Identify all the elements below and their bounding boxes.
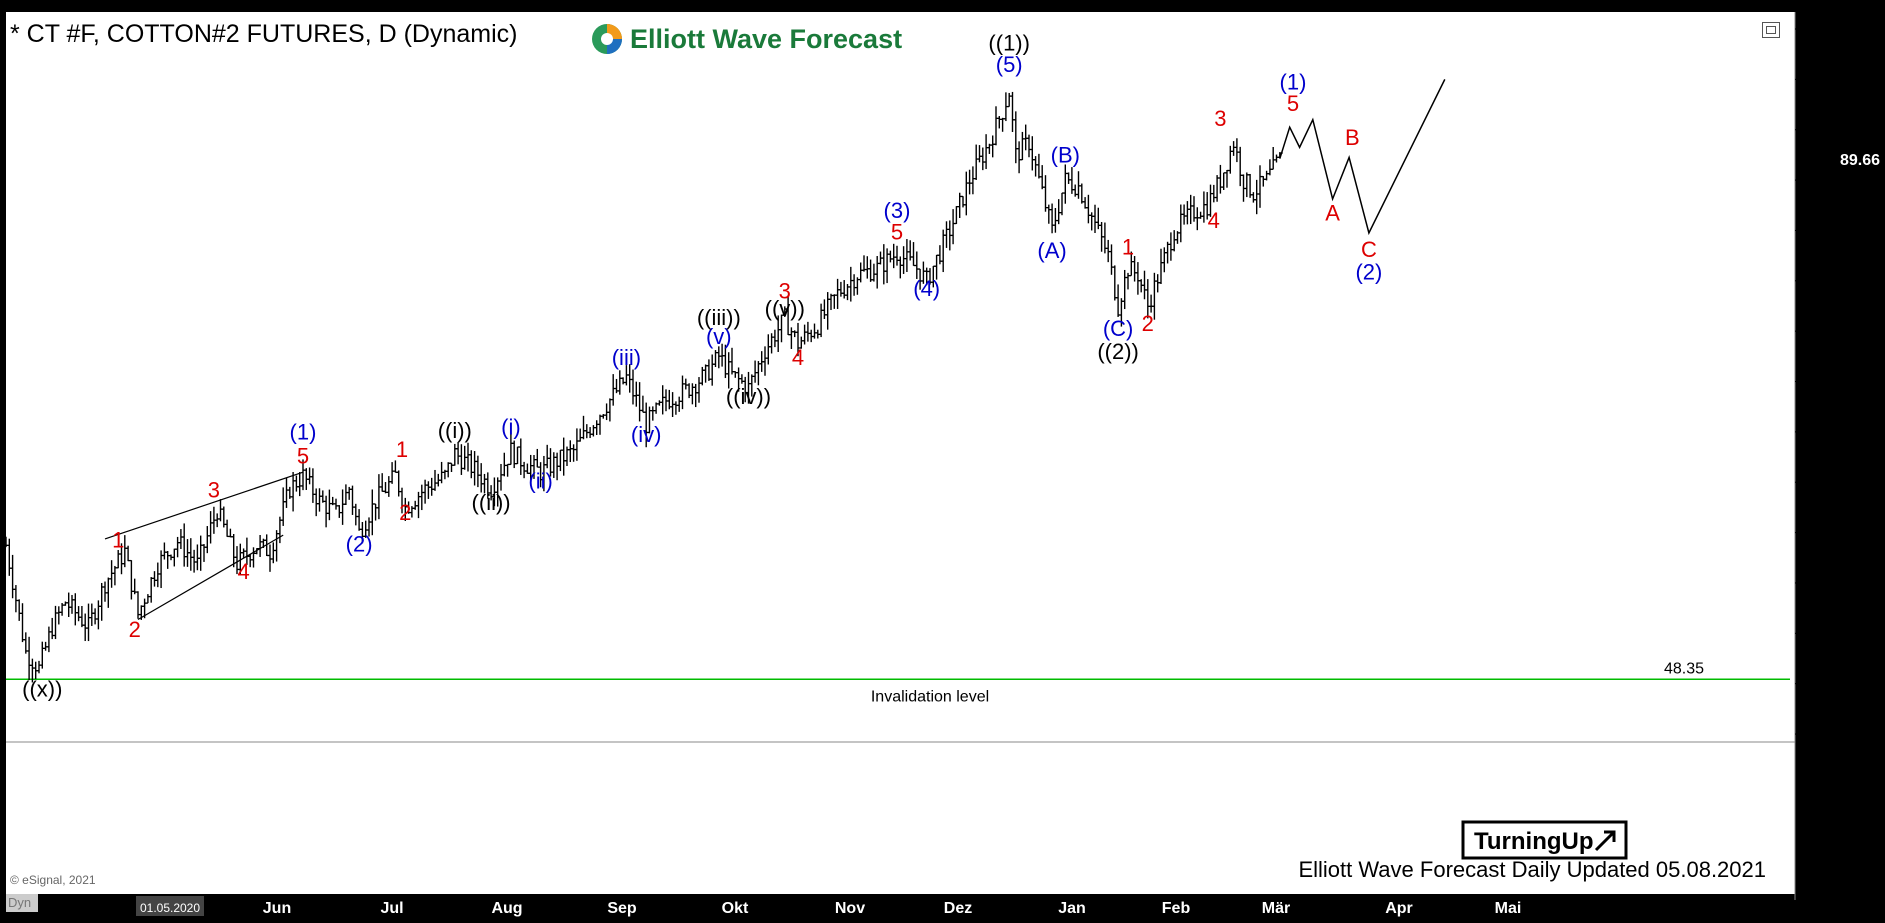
y-tick-label: 56.00 [1842, 576, 1882, 593]
wave-label: (4) [913, 276, 940, 301]
wave-label: ((iv)) [726, 384, 771, 409]
wave-label: ((ii)) [472, 490, 511, 515]
wave-label: 5 [1287, 91, 1299, 116]
wave-label: 3 [779, 278, 791, 303]
wave-label: (i) [501, 414, 521, 439]
x-tick-label: Sep [607, 900, 637, 917]
x-tick-label: Mär [1262, 900, 1290, 917]
wave-label: C [1361, 237, 1377, 262]
y-tick-label: 88.00 [1842, 173, 1882, 190]
wave-label: A [1325, 200, 1340, 225]
wave-label: 3 [208, 477, 220, 502]
y-tick-label: 64.00 [1842, 475, 1882, 492]
window-restore-icon[interactable] [1762, 22, 1780, 38]
dyn-label: Dyn [8, 895, 31, 910]
y-tick-label: 84.00 [1842, 223, 1882, 240]
y-tick-label: 92.00 [1842, 123, 1882, 140]
wave-label: (1) [1280, 69, 1307, 94]
y-tick-label: 76.00 [1842, 324, 1882, 341]
chart-title: * CT #F, COTTON#2 FUTURES, D (Dynamic) [10, 20, 518, 48]
x-date-label: 01.05.2020 [140, 901, 200, 915]
x-tick-label: Jul [380, 900, 403, 917]
wedge-line [137, 534, 284, 620]
plot-area [6, 12, 1795, 894]
wave-label: 1 [396, 437, 408, 462]
wave-label: 4 [1208, 208, 1220, 233]
updated-text: Elliott Wave Forecast Daily Updated 05.0… [1298, 857, 1766, 882]
projection-path [1279, 79, 1446, 236]
wave-label: 1 [112, 528, 124, 553]
wave-label: B [1345, 125, 1360, 150]
wave-label: (2) [1355, 260, 1382, 285]
y-top-label: 101.46 [1821, 15, 1855, 27]
logo-text: Elliott Wave Forecast [630, 23, 903, 54]
x-tick-label: Apr [1385, 900, 1413, 917]
wave-label: (3) [884, 198, 911, 223]
x-tick-label: Dez [944, 900, 972, 917]
wave-label: ((x)) [22, 676, 62, 701]
wave-label: (1) [290, 419, 317, 444]
turning-up-label: TurningUp [1474, 828, 1594, 855]
wedge-line [104, 471, 304, 540]
invalidation-value: 48.35 [1664, 660, 1704, 677]
wave-label: 1 [1122, 234, 1134, 259]
wave-label: 3 [1214, 106, 1226, 131]
wave-label: (A) [1037, 238, 1066, 263]
x-tick-label: Okt [722, 900, 749, 917]
y-tick-label: 80.00 [1842, 274, 1882, 291]
wave-label: 2 [399, 500, 411, 525]
wave-label: (B) [1051, 142, 1080, 167]
y-tick-label: 100.00 [1833, 22, 1882, 39]
wave-label: (iv) [631, 422, 662, 447]
wave-label: ((1)) [988, 30, 1030, 55]
x-tick-label: Jun [263, 900, 291, 917]
wave-label: (iii) [612, 345, 641, 370]
wave-label: 2 [1142, 311, 1154, 336]
wave-label: ((i)) [438, 418, 472, 443]
wave-label: (v) [706, 324, 732, 349]
last-price-label: 89.66 [1840, 152, 1880, 169]
wave-label: ((iii)) [697, 305, 741, 330]
y-tick-label: 52.00 [1842, 626, 1882, 643]
dyn-box [6, 894, 38, 912]
wave-label: ((v)) [765, 296, 805, 321]
turning-up-badge [1461, 820, 1628, 860]
invalidation-label: Invalidation level [871, 688, 989, 705]
logo-icon [592, 24, 622, 54]
wave-label: 2 [129, 617, 141, 642]
x-tick-label: Mai [1495, 900, 1522, 917]
x-tick-label: Nov [835, 900, 865, 917]
copyright-text: © eSignal, 2021 [10, 873, 96, 887]
last-price-box [1797, 149, 1883, 170]
x-tick-label: Feb [1162, 900, 1191, 917]
y-tick-label: 68.00 [1842, 425, 1882, 442]
y-tick-label: 72.00 [1842, 375, 1882, 392]
wave-label: (ii) [528, 469, 552, 494]
wave-label: 5 [297, 443, 309, 468]
wave-label: ((2)) [1097, 339, 1139, 364]
wave-label: (2) [346, 531, 373, 556]
x-tick-label: Aug [491, 900, 522, 917]
y-tick-label: 96.00 [1842, 72, 1882, 89]
y-tick-label: 44.00 [1842, 727, 1882, 744]
y-tick-label: 60.00 [1842, 526, 1882, 543]
brand-logo: Elliott Wave Forecast [590, 22, 902, 56]
x-tick-label: Jan [1058, 900, 1086, 917]
x-date-box [136, 896, 204, 916]
y-tick-label: 48.00 [1842, 677, 1882, 694]
wave-label: 4 [792, 345, 804, 370]
wave-label: 4 [237, 559, 249, 584]
wave-label: 5 [891, 219, 903, 244]
arrow-up-right-icon [1594, 830, 1616, 852]
wave-label: (C) [1103, 316, 1134, 341]
wave-label: (5) [996, 52, 1023, 77]
